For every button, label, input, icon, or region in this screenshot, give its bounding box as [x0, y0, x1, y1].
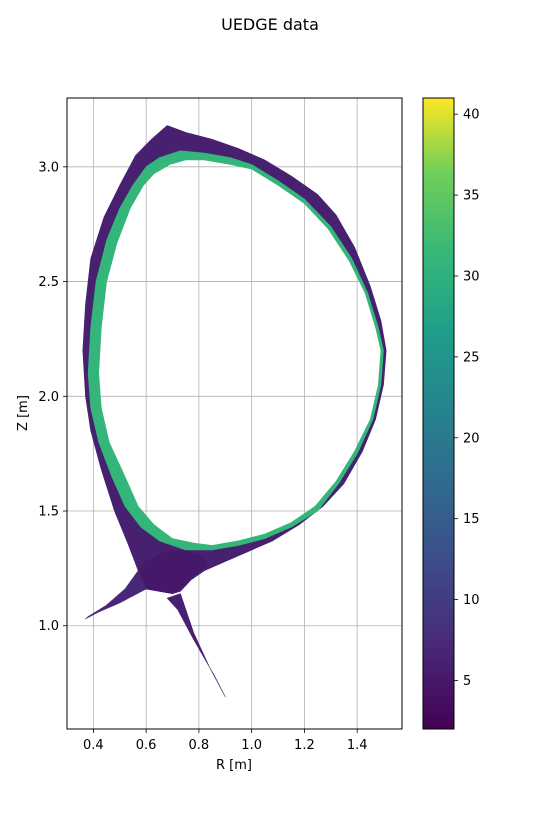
y-tick-label: 2.0: [38, 390, 59, 405]
y-tick-label: 1.5: [38, 505, 59, 520]
y-axis-ticks: 1.0 1.5 2.0 2.5 3.0: [38, 160, 67, 634]
x-tick-label: 1.0: [241, 738, 262, 753]
colorbar-tick-label: 10: [463, 593, 480, 608]
x-tick-label: 0.8: [189, 738, 210, 753]
colorbar-tick-label: 35: [463, 189, 480, 204]
colorbar-tick-label: 30: [463, 269, 480, 284]
mesh-region-core-boundary-ring: [87, 150, 384, 551]
chart-title: UEDGE data: [221, 15, 319, 34]
mesh-region-inner-divertor-leg: [85, 570, 147, 620]
colorbar-tick-label: 20: [463, 431, 480, 446]
colorbar-tick-label: 15: [463, 512, 480, 527]
mesh-region-x-point-region: [137, 549, 208, 594]
colorbar-tick-label: 25: [463, 350, 480, 365]
x-axis-ticks: 0.4 0.6 0.8 1.0 1.2 1.4: [83, 729, 368, 753]
y-tick-label: 1.0: [38, 619, 59, 634]
axes-frame: [66, 97, 403, 730]
colorbar: [422, 97, 455, 730]
x-tick-label: 0.4: [83, 738, 104, 753]
mesh-data: [82, 125, 387, 698]
x-tick-label: 1.2: [294, 738, 315, 753]
colorbar-ticks: 5 10 15 20 25 30 35 40: [454, 108, 480, 689]
y-tick-label: 2.5: [38, 275, 59, 290]
y-axis-label: Z [m]: [16, 395, 31, 431]
x-tick-label: 1.4: [347, 738, 368, 753]
colorbar-tick-label: 5: [463, 674, 471, 689]
colorbar-tick-label: 40: [463, 108, 480, 123]
mesh-region-outer-divertor-leg: [166, 593, 226, 698]
x-axis-label: R [m]: [216, 758, 252, 773]
x-tick-label: 0.6: [136, 738, 157, 753]
y-tick-label: 3.0: [38, 160, 59, 175]
